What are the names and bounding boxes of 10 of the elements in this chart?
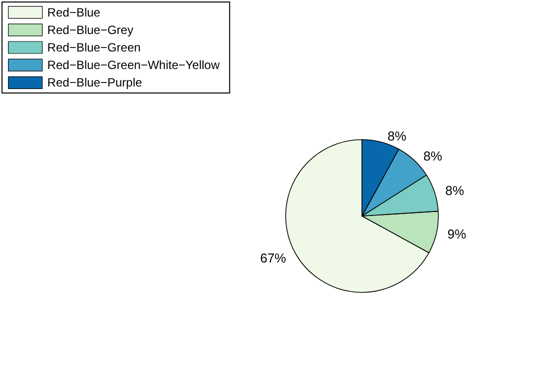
data-label: 8% bbox=[445, 183, 465, 198]
data-label: 9% bbox=[447, 226, 467, 242]
legend-label: Red−Blue−Green−White−Yellow bbox=[47, 58, 220, 72]
legend-label: Red−Blue−Green bbox=[47, 40, 141, 54]
data-label: 8% bbox=[423, 148, 443, 164]
legend-label: Red−Blue−Grey bbox=[47, 22, 134, 37]
data-label: 67% bbox=[260, 250, 287, 266]
data-label: 8% bbox=[387, 128, 407, 144]
legend-label: Red−Blue bbox=[47, 5, 101, 20]
legend-label: Red−Blue−Purple bbox=[47, 76, 142, 90]
